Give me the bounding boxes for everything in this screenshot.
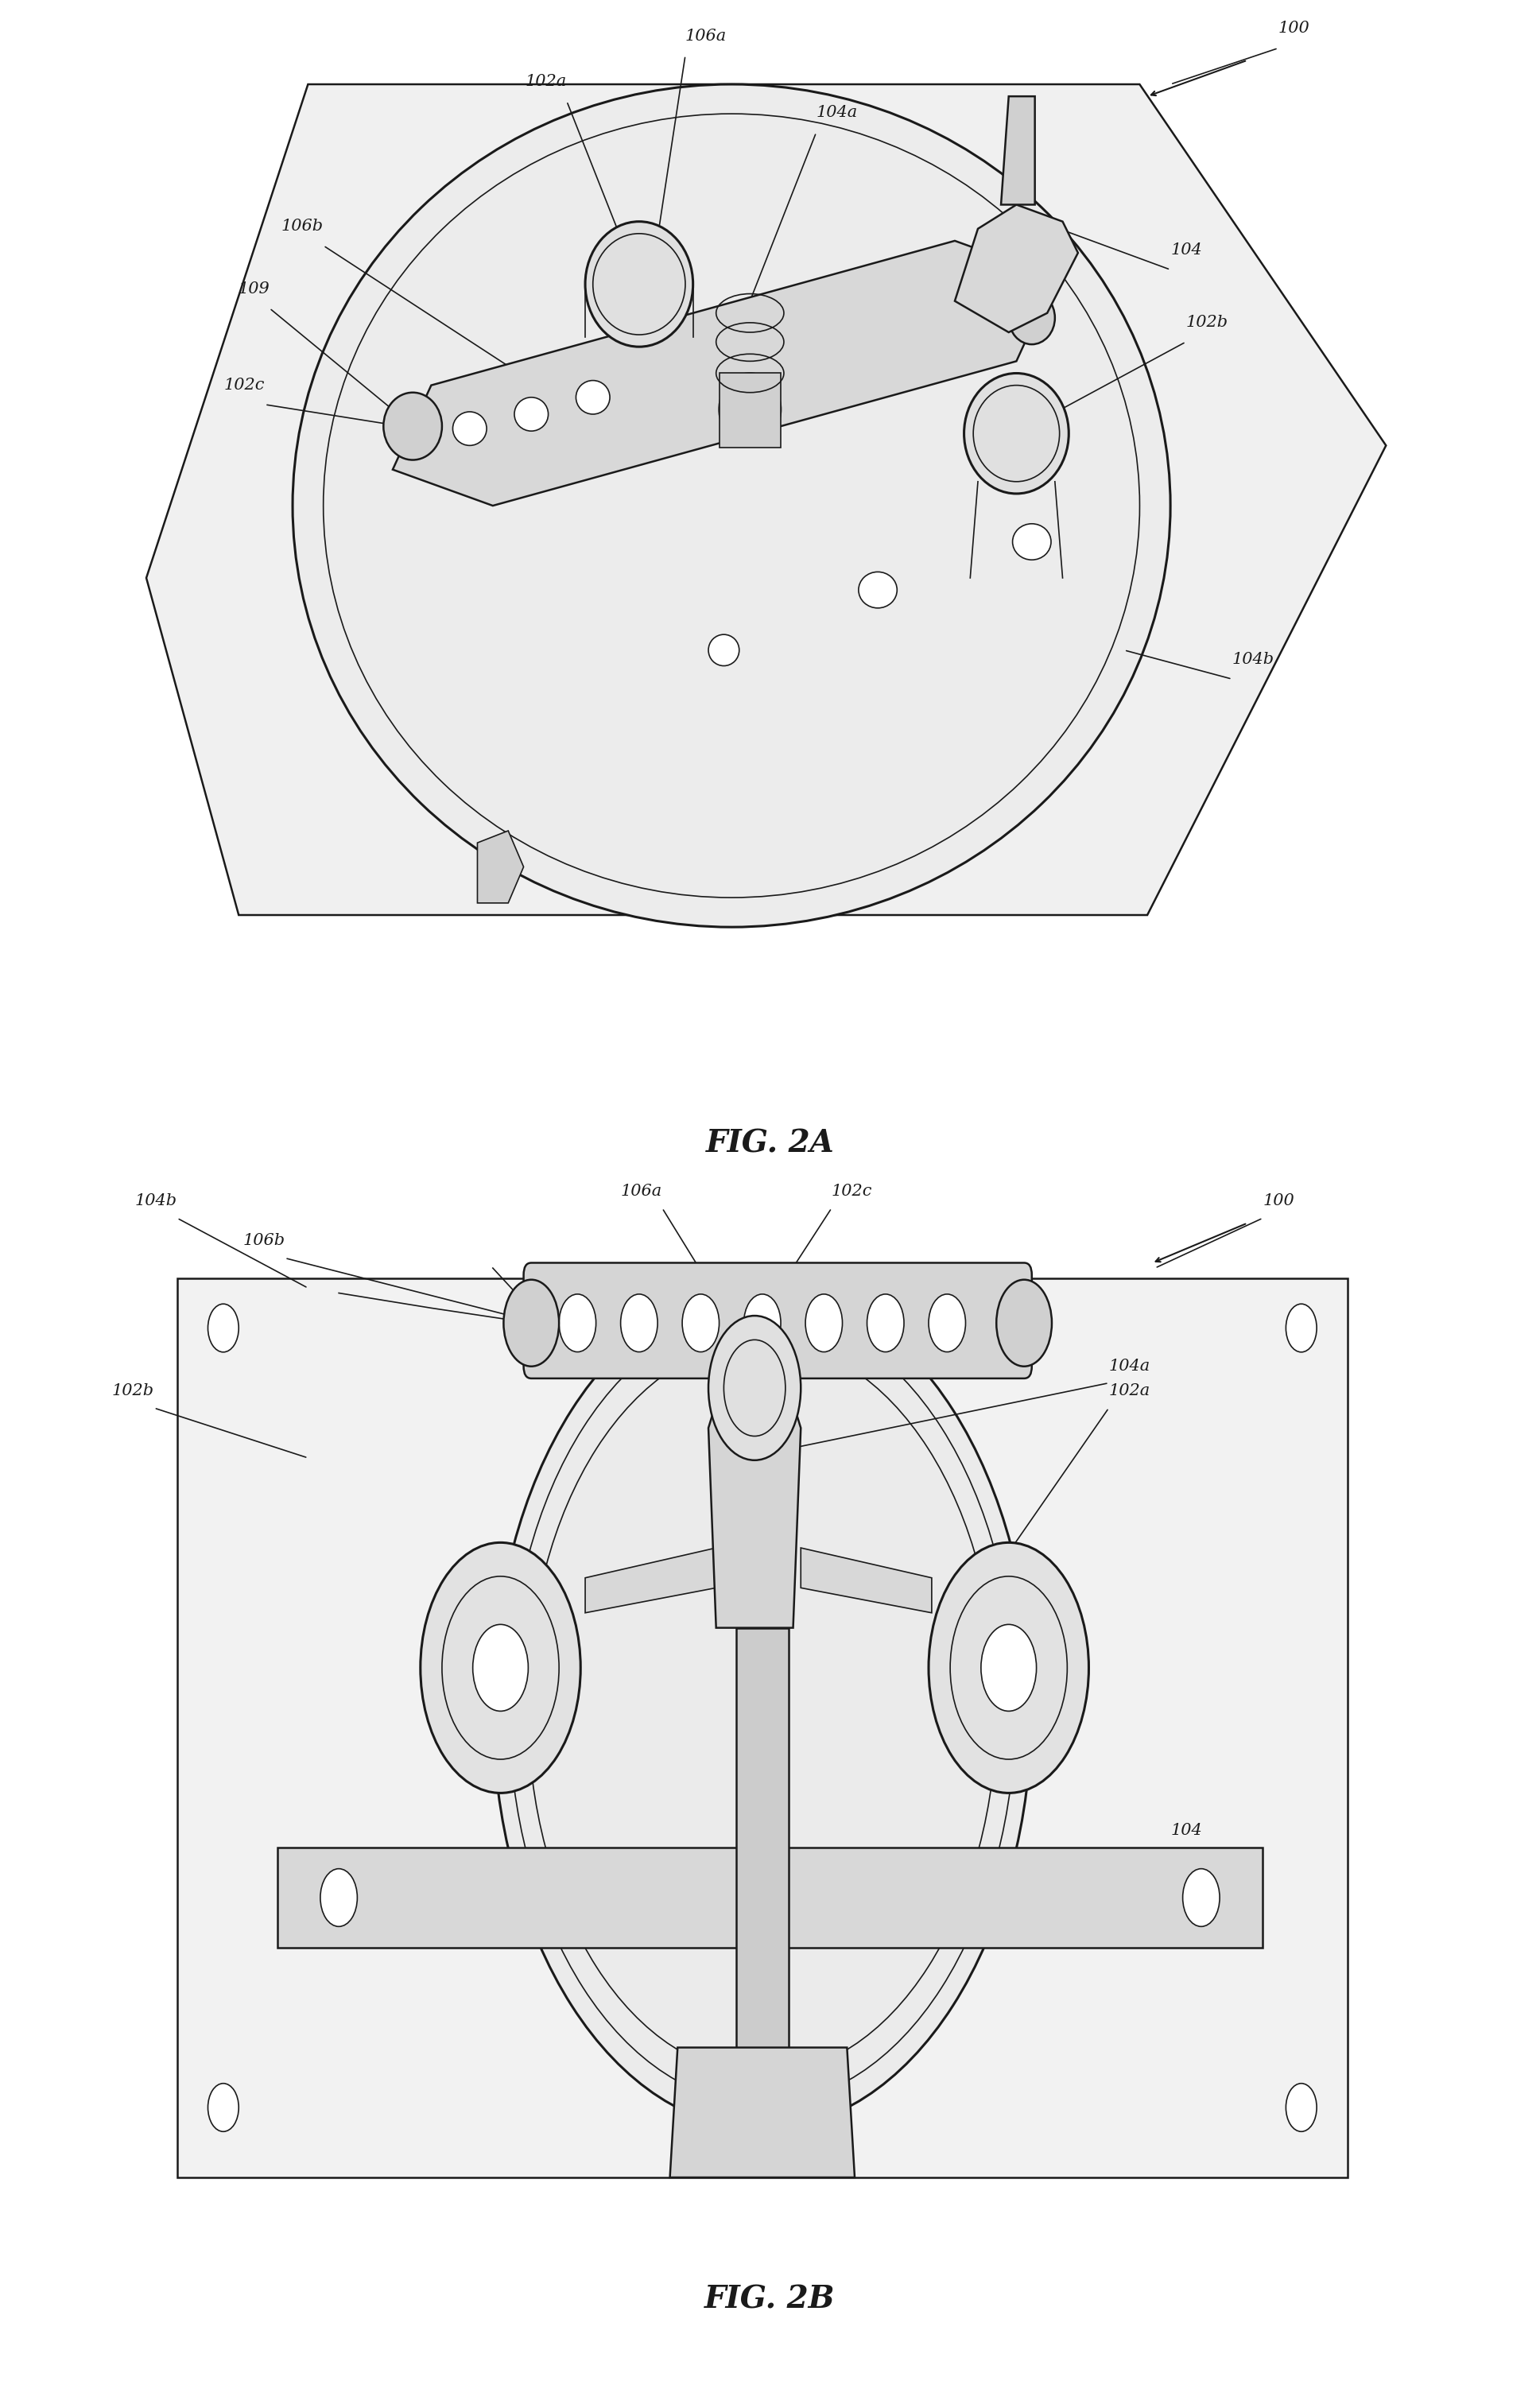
Text: FIG. 2A: FIG. 2A — [705, 1129, 835, 1158]
Text: 102a: 102a — [525, 75, 567, 89]
Circle shape — [996, 1279, 1052, 1365]
Polygon shape — [736, 1628, 788, 2078]
Ellipse shape — [1009, 291, 1055, 344]
Ellipse shape — [293, 84, 1170, 927]
Text: 104a: 104a — [1109, 1358, 1150, 1373]
Text: 104b: 104b — [136, 1194, 177, 1209]
Polygon shape — [477, 831, 524, 903]
Polygon shape — [670, 2047, 855, 2177]
Text: 104: 104 — [1170, 243, 1203, 258]
Ellipse shape — [1013, 523, 1052, 561]
Text: 106b: 106b — [243, 1233, 285, 1247]
Text: 102c: 102c — [223, 378, 265, 393]
Text: 102c: 102c — [832, 1182, 873, 1199]
Polygon shape — [719, 373, 781, 448]
Text: 109: 109 — [237, 282, 270, 296]
Polygon shape — [801, 1548, 932, 1613]
Polygon shape — [146, 84, 1386, 915]
Polygon shape — [277, 1847, 1263, 1948]
Ellipse shape — [719, 373, 781, 445]
Circle shape — [929, 1544, 1089, 1794]
Circle shape — [208, 2083, 239, 2131]
Circle shape — [208, 1305, 239, 1353]
Text: 102b: 102b — [1186, 315, 1227, 330]
Ellipse shape — [964, 373, 1069, 494]
Polygon shape — [177, 1279, 1348, 2177]
Text: 104a: 104a — [816, 106, 858, 120]
Text: FIG. 2B: FIG. 2B — [705, 2285, 835, 2314]
Circle shape — [621, 1293, 658, 1351]
Circle shape — [867, 1293, 904, 1351]
Text: 102a: 102a — [1109, 1382, 1150, 1399]
Text: 100: 100 — [1263, 1194, 1295, 1209]
Ellipse shape — [383, 393, 442, 460]
Text: 106b: 106b — [282, 219, 323, 234]
Circle shape — [473, 1625, 528, 1712]
Text: 100: 100 — [1278, 22, 1311, 36]
Text: 106a: 106a — [685, 29, 727, 43]
Ellipse shape — [514, 397, 548, 431]
Circle shape — [744, 1293, 781, 1351]
Text: 104: 104 — [1170, 1823, 1203, 1837]
Circle shape — [1183, 1869, 1220, 1926]
Circle shape — [320, 1869, 357, 1926]
Polygon shape — [955, 205, 1078, 332]
Circle shape — [682, 1293, 719, 1351]
Circle shape — [420, 1544, 581, 1794]
Polygon shape — [585, 1548, 716, 1613]
Circle shape — [929, 1293, 966, 1351]
Circle shape — [805, 1293, 842, 1351]
Ellipse shape — [576, 380, 610, 414]
Text: 106a: 106a — [621, 1182, 662, 1199]
Polygon shape — [708, 1377, 801, 1628]
FancyBboxPatch shape — [524, 1262, 1032, 1377]
Ellipse shape — [585, 222, 693, 347]
Ellipse shape — [859, 571, 896, 609]
Text: 102b: 102b — [112, 1382, 154, 1399]
Polygon shape — [393, 241, 1055, 506]
Ellipse shape — [453, 412, 487, 445]
Circle shape — [981, 1625, 1036, 1712]
Ellipse shape — [708, 633, 739, 665]
Circle shape — [1286, 2083, 1317, 2131]
Text: 104b: 104b — [1232, 653, 1274, 667]
Circle shape — [708, 1315, 801, 1459]
Circle shape — [559, 1293, 596, 1351]
Circle shape — [1286, 1305, 1317, 1353]
Polygon shape — [1001, 96, 1035, 205]
Circle shape — [504, 1279, 559, 1365]
Circle shape — [493, 1286, 1032, 2129]
